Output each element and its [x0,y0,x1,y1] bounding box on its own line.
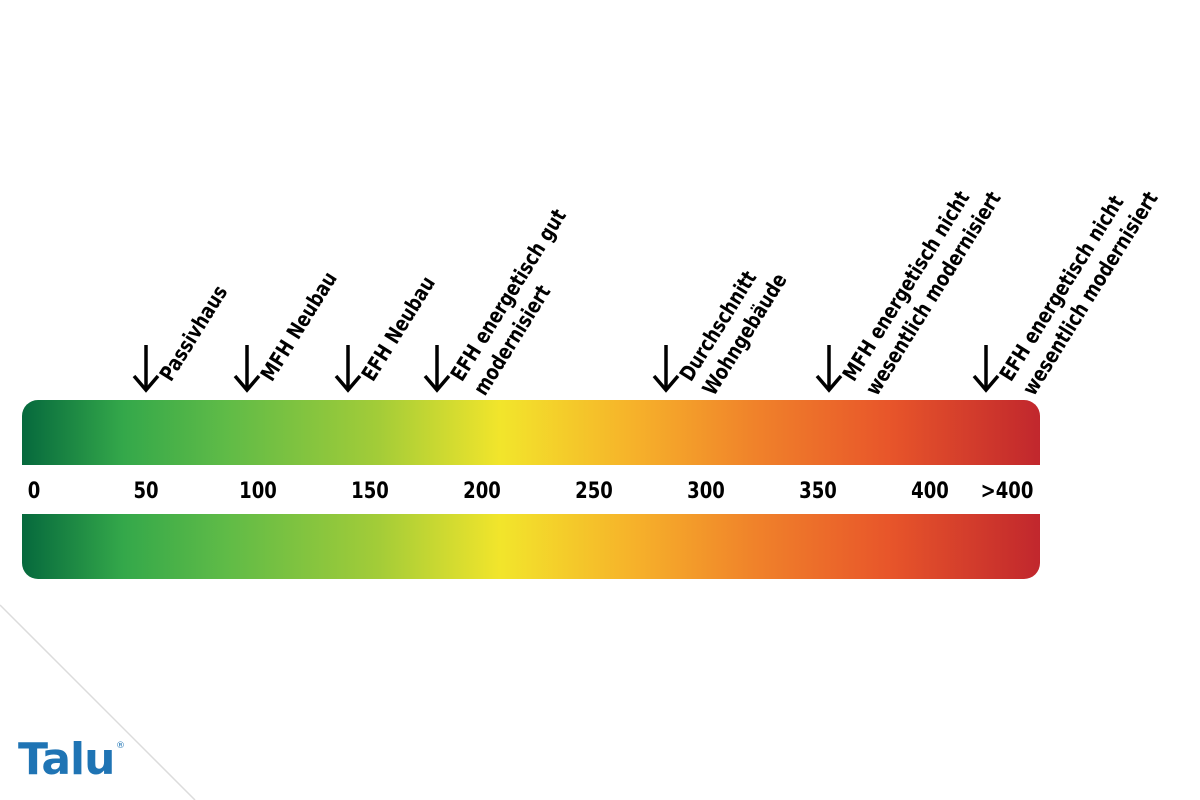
down-arrow-icon [422,343,452,393]
scale-tick-label: >400 [980,479,1034,504]
down-arrow-icon [651,343,681,393]
scale-tick-label: 150 [351,479,389,504]
scale-tick-label: 250 [575,479,613,504]
scale-tick-label: 100 [239,479,277,504]
marker-label: EFH energetisch nicht wesentlich modernis… [994,172,1164,400]
down-arrow-icon [131,343,161,393]
scale-tick-label: 300 [687,479,725,504]
corner-decoration [0,604,196,800]
marker-label: MFH Neubau [255,267,344,386]
down-arrow-icon [232,343,262,393]
marker-label: Durchschnitt Wohngebäude [674,254,793,400]
efficiency-scale-bar-top [22,400,1040,465]
marker-label: EFH energetisch gut modernisiert [445,204,596,400]
down-arrow-icon [333,343,363,393]
scale-tick-label: 50 [133,479,159,504]
registered-mark: ® [116,741,125,751]
scale-tick-label: 0 [27,479,41,504]
marker-label: Passivhaus [154,281,234,387]
marker-label-line: Passivhaus [154,281,233,386]
down-arrow-icon [971,343,1001,393]
marker-label-line: MFH Neubau [255,267,342,386]
down-arrow-icon [814,343,844,393]
efficiency-scale-bar-bottom [22,514,1040,579]
scale-tick-label: 350 [799,479,837,504]
scale-tick-label: 400 [911,479,949,504]
talu-logo: Talu [18,734,115,785]
scale-tick-label: 200 [463,479,501,504]
